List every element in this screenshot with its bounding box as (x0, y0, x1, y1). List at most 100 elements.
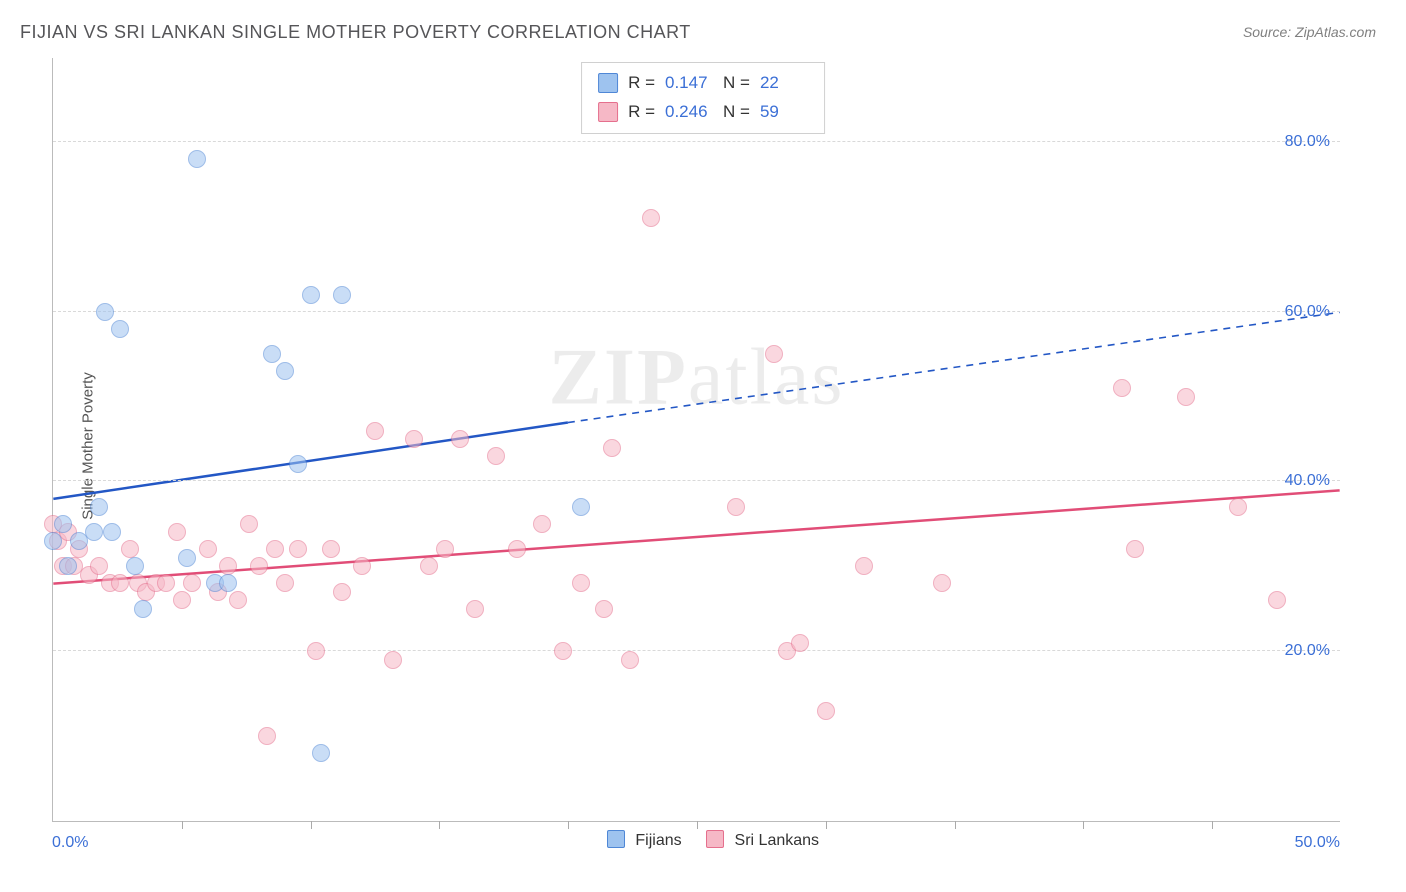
x-tick (311, 821, 312, 829)
data-point (1113, 379, 1131, 397)
data-point (1177, 388, 1195, 406)
data-point (451, 430, 469, 448)
data-point (103, 523, 121, 541)
srilankans-legend-label: Sri Lankans (735, 832, 820, 849)
x-tick (1083, 821, 1084, 829)
data-point (302, 286, 320, 304)
data-point (384, 651, 402, 669)
data-point (90, 498, 108, 516)
x-tick (182, 821, 183, 829)
gridline (53, 650, 1340, 651)
data-point (183, 574, 201, 592)
data-point (85, 523, 103, 541)
plot-area: ZIPatlas 20.0%40.0%60.0%80.0% (52, 58, 1340, 822)
data-point (405, 430, 423, 448)
data-point (642, 209, 660, 227)
data-point (96, 303, 114, 321)
y-tick-label: 40.0% (1285, 472, 1330, 490)
data-point (134, 600, 152, 618)
data-point (276, 362, 294, 380)
data-point (219, 574, 237, 592)
data-point (157, 574, 175, 592)
x-tick (1212, 821, 1213, 829)
srilankans-r-value: 0.246 (665, 98, 713, 127)
data-point (121, 540, 139, 558)
data-point (436, 540, 454, 558)
fijians-n-value: 22 (760, 69, 808, 98)
data-point (111, 574, 129, 592)
stats-row-srilankans: R = 0.246 N = 59 (598, 98, 808, 127)
data-point (817, 702, 835, 720)
series-legend: Fijians Sri Lankans (0, 830, 1406, 850)
data-point (44, 532, 62, 550)
data-point (307, 642, 325, 660)
data-point (188, 150, 206, 168)
gridline (53, 141, 1340, 142)
data-point (466, 600, 484, 618)
data-point (59, 557, 77, 575)
data-point (173, 591, 191, 609)
x-tick (826, 821, 827, 829)
fijians-r-value: 0.147 (665, 69, 713, 98)
data-point (178, 549, 196, 567)
data-point (621, 651, 639, 669)
data-point (765, 345, 783, 363)
data-point (1126, 540, 1144, 558)
x-tick (955, 821, 956, 829)
fijians-swatch-small (598, 73, 618, 93)
gridline (53, 311, 1340, 312)
data-point (1229, 498, 1247, 516)
fijians-legend-label: Fijians (635, 832, 681, 849)
data-point (353, 557, 371, 575)
data-point (240, 515, 258, 533)
data-point (603, 439, 621, 457)
data-point (258, 727, 276, 745)
data-point (791, 634, 809, 652)
trend-lines-layer (53, 58, 1340, 821)
r-label: R = (628, 98, 655, 127)
chart-title: FIJIAN VS SRI LANKAN SINGLE MOTHER POVER… (20, 22, 691, 43)
x-tick (439, 821, 440, 829)
srilankans-swatch (706, 830, 724, 848)
data-point (333, 286, 351, 304)
srilankans-swatch-small (598, 102, 618, 122)
n-label: N = (723, 98, 750, 127)
data-point (420, 557, 438, 575)
data-point (289, 455, 307, 473)
data-point (263, 345, 281, 363)
trend-line (53, 490, 1339, 583)
data-point (572, 574, 590, 592)
data-point (90, 557, 108, 575)
fijians-swatch (607, 830, 625, 848)
trend-line (568, 312, 1340, 422)
data-point (168, 523, 186, 541)
data-point (508, 540, 526, 558)
n-label: N = (723, 69, 750, 98)
data-point (933, 574, 951, 592)
data-point (572, 498, 590, 516)
y-tick-label: 80.0% (1285, 133, 1330, 151)
data-point (219, 557, 237, 575)
x-tick (697, 821, 698, 829)
stats-row-fijians: R = 0.147 N = 22 (598, 69, 808, 98)
data-point (1268, 591, 1286, 609)
x-tick (568, 821, 569, 829)
srilankans-n-value: 59 (760, 98, 808, 127)
data-point (312, 744, 330, 762)
data-point (199, 540, 217, 558)
data-point (322, 540, 340, 558)
gridline (53, 480, 1340, 481)
data-point (554, 642, 572, 660)
data-point (126, 557, 144, 575)
r-label: R = (628, 69, 655, 98)
source-label: Source: ZipAtlas.com (1243, 24, 1376, 40)
data-point (533, 515, 551, 533)
data-point (276, 574, 294, 592)
data-point (855, 557, 873, 575)
data-point (289, 540, 307, 558)
data-point (487, 447, 505, 465)
data-point (266, 540, 284, 558)
data-point (250, 557, 268, 575)
stats-legend: R = 0.147 N = 22 R = 0.246 N = 59 (581, 62, 825, 134)
data-point (727, 498, 745, 516)
